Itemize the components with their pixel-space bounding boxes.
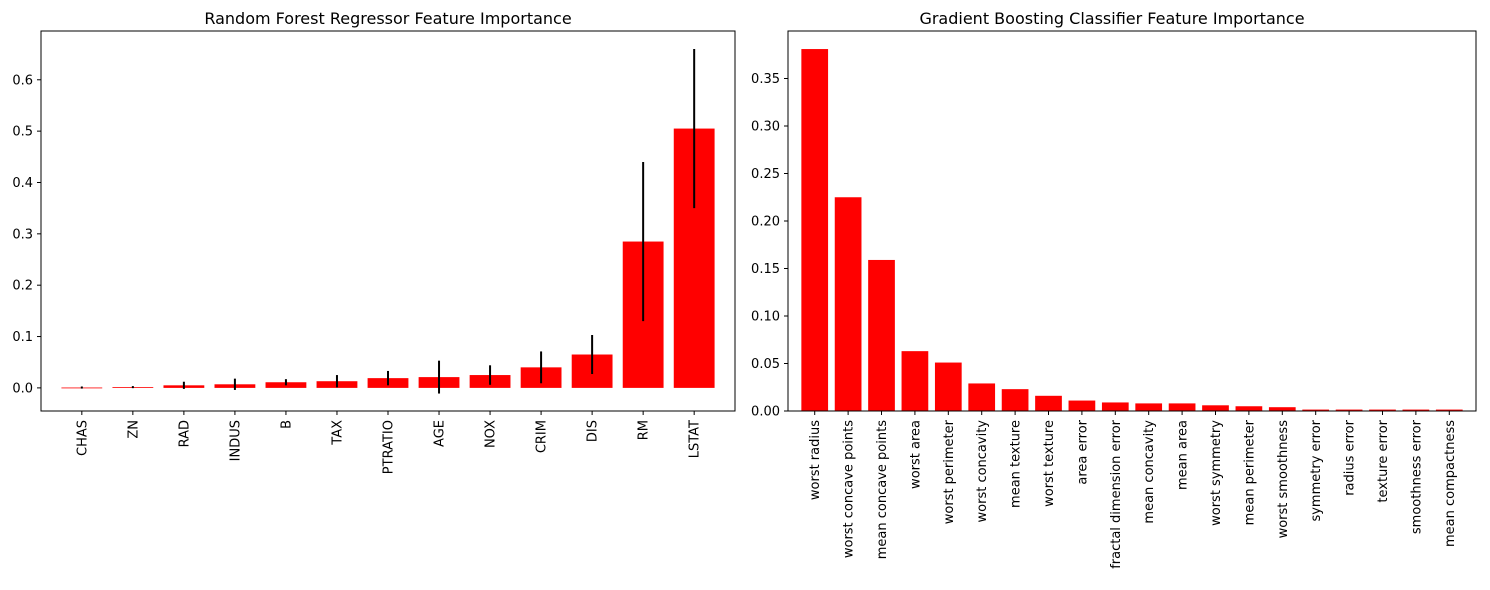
gb-x-tick-label: worst radius <box>808 420 823 500</box>
gb-bar <box>834 197 862 411</box>
gb-y-tick-label: 0.20 <box>751 215 780 230</box>
gb-bar <box>1302 409 1330 411</box>
rf-x-tick-label: B <box>279 420 294 429</box>
gb-bar <box>868 259 895 411</box>
gb-y-tick-label: 0.25 <box>751 167 780 182</box>
gb-x-tick-label: mean area <box>1176 420 1191 490</box>
gb-y-tick-label: 0.10 <box>751 310 780 325</box>
gb-bar <box>1235 406 1263 411</box>
gb-x-tick-label: texture error <box>1376 419 1391 502</box>
gb-chart-title: Gradient Boosting Classifier Feature Imp… <box>919 9 1304 28</box>
gb-bar <box>1101 402 1129 411</box>
gb-bar <box>1369 409 1396 411</box>
gb-bar <box>1335 409 1363 411</box>
rf-x-tick-label: ZN <box>126 420 141 439</box>
rf-x-tick-label: LSTAT <box>688 420 703 458</box>
rf-x-tick-label: DIS <box>586 420 601 442</box>
rf-feature-importance-chart: Random Forest Regressor Feature Importan… <box>12 9 736 474</box>
rf-y-tick-label: 0.3 <box>12 227 33 242</box>
gb-bar <box>1035 395 1062 411</box>
gb-x-tick-label: mean concavity <box>1142 420 1157 524</box>
gb-bar <box>801 49 829 412</box>
rf-x-tick-label: CRIM <box>535 420 550 453</box>
gb-x-tick-label: worst area <box>908 420 923 489</box>
gb-x-tick-label: mean texture <box>1009 420 1024 508</box>
rf-x-tick-label: NOX <box>484 420 499 448</box>
gb-y-tick-label: 0.00 <box>751 405 780 420</box>
rf-x-tick-label: PTRATIO <box>382 420 397 474</box>
rf-y-tick-label: 0.4 <box>12 176 33 191</box>
rf-x-tick-label: AGE <box>433 420 448 447</box>
gb-x-tick-label: worst perimeter <box>942 419 957 524</box>
gb-x-tick-label: area error <box>1075 419 1090 484</box>
gb-x-tick-label: symmetry error <box>1309 419 1324 521</box>
gb-bar <box>1435 409 1463 411</box>
rf-y-tick-label: 0.1 <box>12 330 33 345</box>
rf-chart-title: Random Forest Regressor Feature Importan… <box>204 9 571 28</box>
gb-bar <box>968 383 996 411</box>
gb-bar <box>901 351 929 411</box>
gb-bar <box>934 362 962 411</box>
rf-y-tick-label: 0.6 <box>12 73 33 88</box>
gb-x-tick-label: fractal dimension error <box>1109 419 1124 568</box>
gb-bar <box>1268 407 1296 411</box>
gb-x-tick-label: worst smoothness <box>1276 420 1291 539</box>
gb-feature-importance-chart: Gradient Boosting Classifier Feature Imp… <box>751 9 1477 569</box>
gb-bar <box>1001 389 1029 411</box>
gb-x-tick-label: mean perimeter <box>1242 419 1257 525</box>
rf-x-tick-label: INDUS <box>228 420 243 461</box>
gb-bar <box>1135 403 1163 411</box>
rf-y-tick-label: 0.2 <box>12 279 33 294</box>
gb-x-tick-label: mean compactness <box>1443 420 1458 547</box>
gb-x-tick-label: worst concave points <box>842 420 857 558</box>
gb-y-tick-label: 0.15 <box>751 262 780 277</box>
gb-bar <box>1068 400 1096 411</box>
gb-bar <box>1202 405 1229 411</box>
gb-bar <box>1402 409 1430 411</box>
rf-x-tick-label: RM <box>637 420 652 440</box>
rf-x-tick-label: TAX <box>330 420 345 446</box>
gb-x-tick-label: worst concavity <box>975 420 990 523</box>
gb-y-tick-label: 0.05 <box>751 357 780 372</box>
rf-x-tick-label: CHAS <box>75 420 90 456</box>
gb-x-tick-label: worst symmetry <box>1209 420 1224 526</box>
rf-y-tick-label: 0.0 <box>12 381 33 396</box>
gb-bar <box>1168 403 1196 411</box>
rf-y-tick-label: 0.5 <box>12 125 33 140</box>
gb-x-tick-label: smoothness error <box>1409 419 1424 534</box>
gb-y-tick-label: 0.30 <box>751 120 780 135</box>
gb-x-tick-label: radius error <box>1343 419 1358 495</box>
gb-y-tick-label: 0.35 <box>751 72 780 87</box>
gb-x-tick-label: worst texture <box>1042 420 1057 507</box>
gb-x-tick-label: mean concave points <box>875 420 890 559</box>
rf-x-tick-label: RAD <box>177 420 192 447</box>
